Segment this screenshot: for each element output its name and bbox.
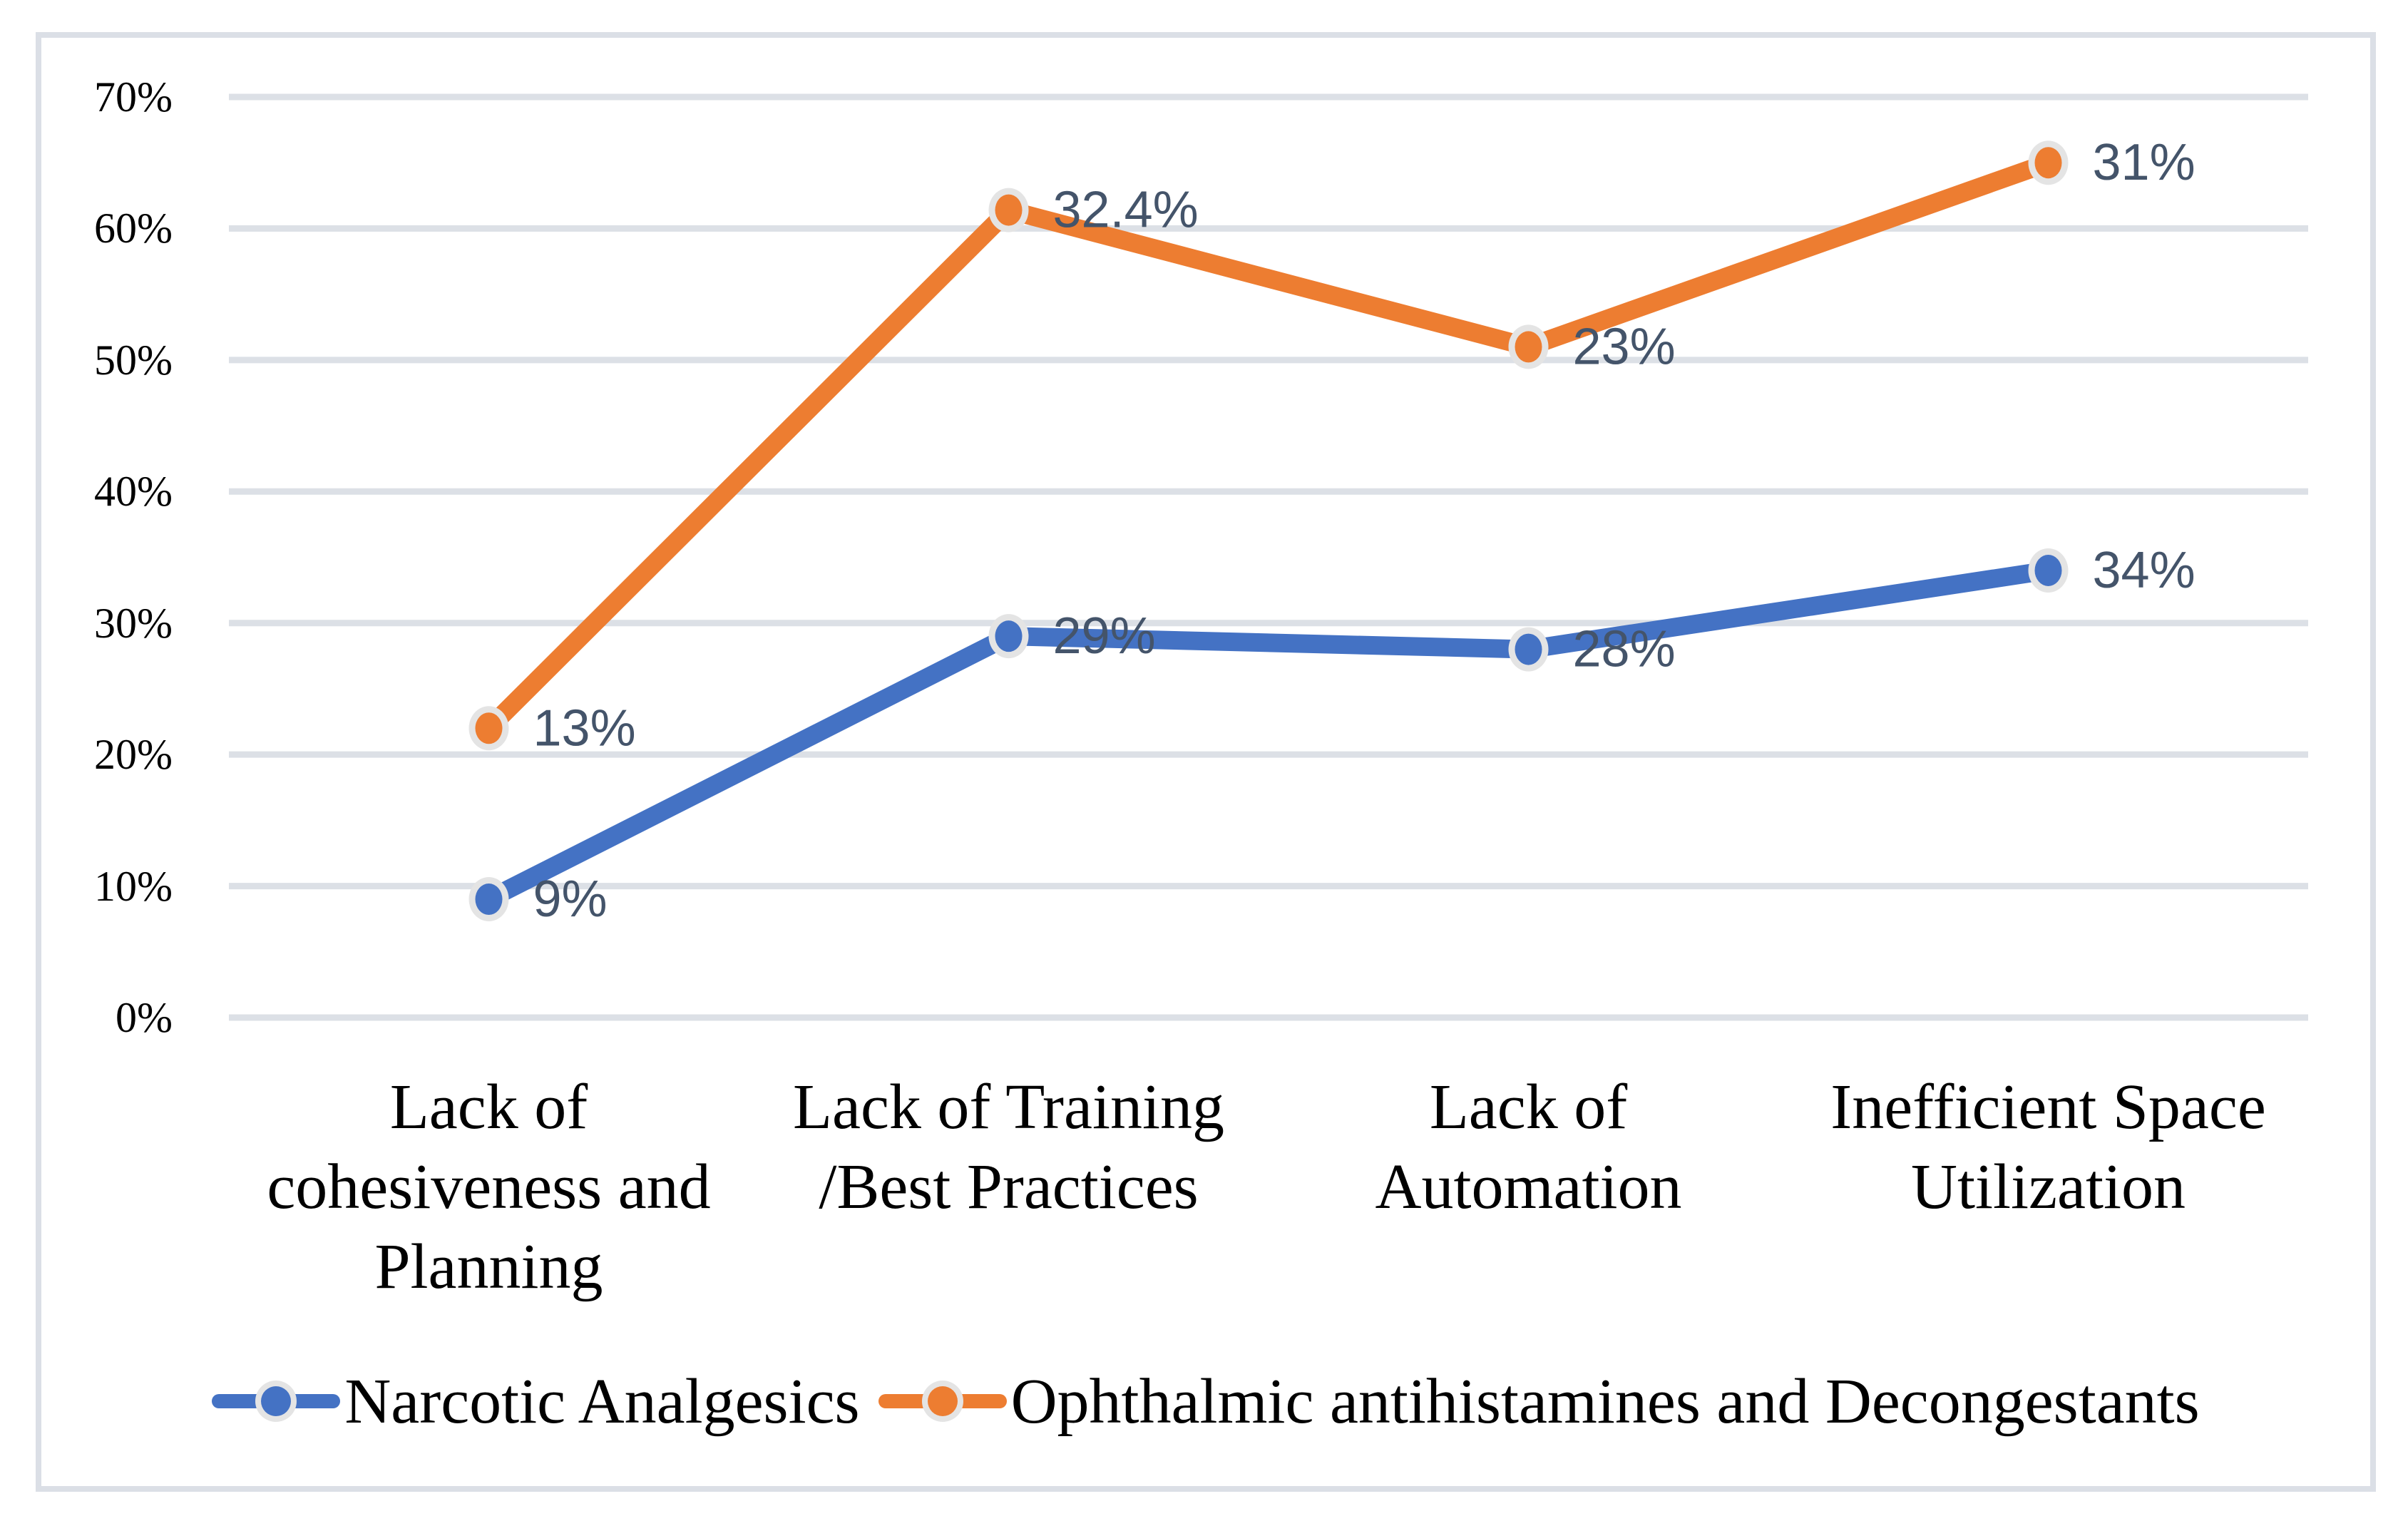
data-point-marker (995, 194, 1023, 226)
y-tick-label: 70% (94, 73, 173, 121)
data-point-marker (475, 884, 503, 916)
chart-outer-border (36, 32, 2376, 1492)
x-category-label-line: Utilization (1911, 1152, 2186, 1222)
data-label: 32.4% (1053, 182, 1199, 239)
y-tick-label: 30% (94, 599, 173, 647)
y-tick-label: 40% (94, 468, 173, 516)
x-category-label-line: Lack of (1429, 1072, 1628, 1142)
x-category-label: Lack of cohesiveness and Planning (267, 1067, 710, 1307)
series-line-narcotic-analgesics (479, 560, 2058, 909)
x-category-label: Lack of Automation (1375, 1067, 1682, 1227)
series-line-ophthalmic-antihistamines-and-decongestants (479, 153, 2058, 738)
y-tick-label: 60% (94, 205, 173, 252)
data-label: 34% (2093, 542, 2196, 599)
x-category-label-line: Planning (374, 1231, 603, 1302)
x-category-label-line: Inefficient Space (1830, 1072, 2266, 1142)
y-tick-label: 10% (94, 862, 173, 910)
x-category-label: Inefficient Space Utilization (1830, 1067, 2266, 1227)
y-tick-label: 0% (116, 994, 173, 1041)
legend-label: Ophthalmic antihistamines and Decongesta… (1010, 1366, 2200, 1437)
x-category-label-line: Lack of Training (793, 1072, 1224, 1142)
data-label: 28% (1573, 621, 1676, 678)
x-category-label-line: Automation (1375, 1152, 1682, 1222)
x-category-label-line: Lack of (389, 1072, 588, 1142)
x-category-label-line: /Best Practices (819, 1152, 1199, 1222)
data-label: 31% (2093, 134, 2196, 191)
y-tick-label: 20% (94, 731, 173, 779)
data-point-marker (1515, 331, 1542, 363)
x-category-label: Lack of Training/Best Practices (793, 1067, 1224, 1227)
legend-line-marker-swatch (212, 1381, 341, 1422)
data-point-marker (2034, 147, 2062, 179)
data-label: 13% (533, 700, 636, 757)
data-label: 23% (1573, 318, 1676, 375)
data-point-marker (1515, 633, 1542, 665)
legend-label: Narcotic Analgesics (344, 1366, 860, 1437)
data-label: 9% (533, 871, 608, 928)
data-point-marker (995, 620, 1023, 652)
x-category-label-line: cohesiveness and (267, 1152, 711, 1222)
legend-item: Ophthalmic antihistamines and Decongesta… (878, 1365, 2200, 1438)
y-tick-label: 50% (94, 336, 173, 384)
data-point-marker (475, 712, 503, 744)
legend-item: Narcotic Analgesics (212, 1365, 860, 1438)
data-label: 29% (1053, 608, 1156, 665)
data-point-marker (2034, 554, 2062, 586)
legend-line-marker-swatch (878, 1381, 1007, 1422)
chart-legend: Narcotic Analgesics Ophthalmic antihistam… (41, 1355, 2370, 1448)
